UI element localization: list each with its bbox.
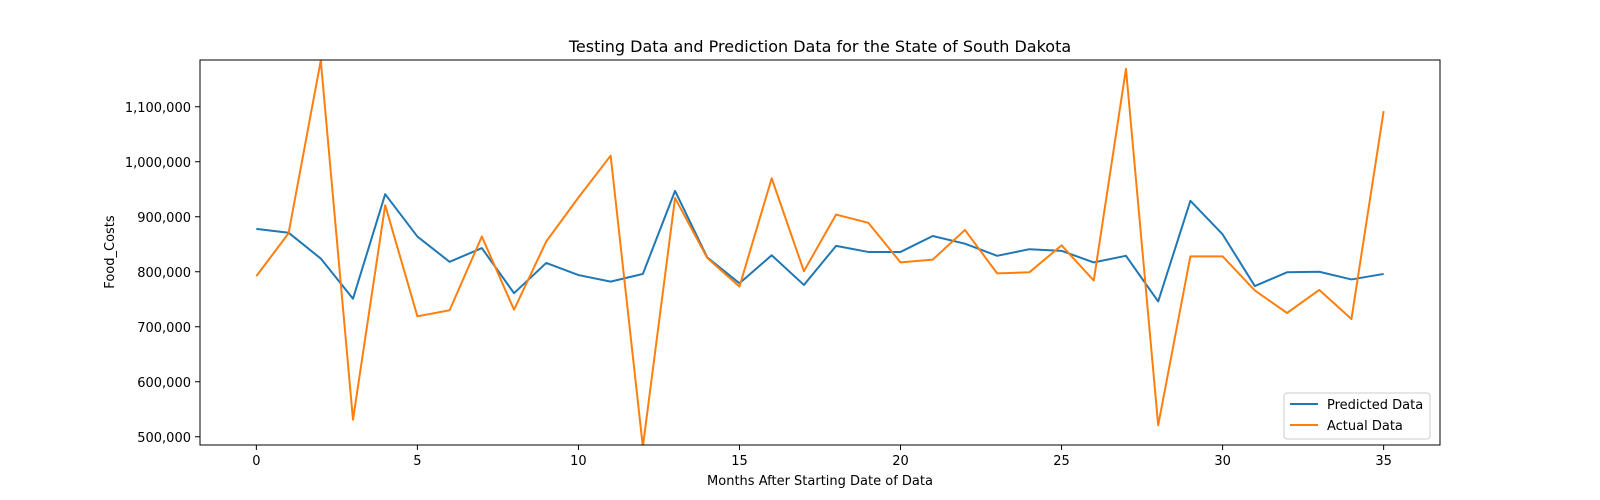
x-tick-label: 15 bbox=[731, 454, 748, 469]
chart-title: Testing Data and Prediction Data for the… bbox=[568, 37, 1071, 56]
x-axis-label: Months After Starting Date of Data bbox=[707, 474, 933, 489]
y-tick-label: 900,000 bbox=[137, 211, 191, 226]
y-tick-label: 700,000 bbox=[137, 321, 191, 336]
x-tick-label: 5 bbox=[413, 454, 421, 469]
legend: Predicted Data Actual Data bbox=[1283, 392, 1431, 440]
x-tick-label: 20 bbox=[892, 454, 909, 469]
x-tick-label: 0 bbox=[252, 454, 260, 469]
predicted-data-line bbox=[256, 189, 1384, 303]
legend-label-predicted: Predicted Data bbox=[1327, 398, 1423, 413]
x-tick-label: 10 bbox=[570, 454, 587, 469]
y-axis-label: Food_Costs bbox=[103, 215, 118, 289]
y-tick-label: 800,000 bbox=[137, 266, 191, 281]
legend-box bbox=[1283, 392, 1431, 440]
series-lines bbox=[255, 60, 1385, 445]
x-tick-label: 25 bbox=[1053, 454, 1070, 469]
plot-frame bbox=[199, 59, 1441, 446]
legend-label-actual: Actual Data bbox=[1327, 419, 1403, 434]
plot-area bbox=[200, 60, 1440, 445]
y-tick-label: 500,000 bbox=[137, 431, 191, 446]
actual-data-line bbox=[255, 60, 1385, 445]
x-tick-label: 30 bbox=[1214, 454, 1231, 469]
y-tick-label: 1,100,000 bbox=[125, 101, 191, 116]
x-axis: 0 5 10 15 20 25 30 35 bbox=[252, 445, 1392, 469]
x-tick-label: 35 bbox=[1375, 454, 1392, 469]
y-tick-label: 1,000,000 bbox=[125, 156, 191, 171]
y-axis: 500,000 600,000 700,000 800,000 900,000 1,000… bbox=[125, 101, 200, 446]
y-tick-label: 600,000 bbox=[137, 376, 191, 391]
